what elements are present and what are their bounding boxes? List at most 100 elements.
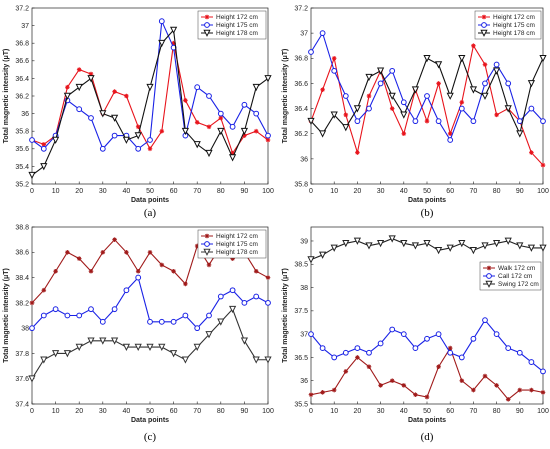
data-point [540, 162, 546, 168]
y-tick-label: 36 [300, 378, 308, 385]
legend-label: Height 175 cm [493, 22, 535, 29]
y-tick-label: 37.5 [294, 308, 308, 315]
legend-swatch-marker [485, 280, 493, 288]
legend-swatch-marker [481, 22, 487, 28]
data-point [528, 359, 535, 365]
series-2 [308, 317, 546, 375]
data-point [51, 350, 60, 358]
data-point [354, 118, 361, 125]
data-point [516, 242, 524, 250]
y-tick-label: 37.4 [15, 401, 29, 408]
data-point [482, 80, 488, 87]
data-point [181, 356, 190, 364]
data-point [111, 306, 118, 313]
x-tick-label: 90 [241, 408, 249, 415]
y-tick-label: 38.6 [15, 250, 29, 257]
plot-area [310, 226, 544, 405]
data-point [253, 110, 260, 117]
data-point [481, 92, 489, 100]
data-point [194, 84, 201, 91]
data-point [53, 268, 58, 274]
y-tick-label: 35.5 [294, 401, 308, 408]
data-point [265, 275, 271, 280]
data-point [400, 99, 407, 106]
series-2 [29, 274, 271, 332]
legend-label: Call 172 cm [498, 273, 532, 280]
data-point [76, 67, 82, 72]
legend-label: Height 178 cm [216, 30, 258, 37]
legend-swatch-marker [203, 29, 211, 37]
x-tick-label: 30 [99, 188, 107, 195]
data-point [492, 67, 501, 75]
y-tick-label: 38.8 [15, 224, 29, 231]
data-point [458, 105, 465, 112]
data-point [388, 235, 396, 243]
data-point [365, 73, 373, 82]
data-point [229, 123, 236, 130]
data-point [307, 256, 315, 264]
data-point [76, 256, 82, 261]
data-point [75, 343, 83, 352]
data-point [366, 364, 372, 370]
data-point [169, 350, 178, 358]
data-point [28, 171, 36, 180]
data-point [217, 110, 224, 117]
data-point [253, 293, 260, 300]
data-point [447, 345, 453, 351]
x-tick-label: 40 [123, 408, 131, 415]
x-tick-label: 80 [493, 408, 501, 415]
data-point [147, 146, 153, 152]
x-tick-label: 10 [52, 408, 60, 415]
data-point [400, 331, 407, 338]
data-point [516, 118, 523, 125]
data-point [539, 54, 547, 63]
data-point [434, 61, 443, 69]
data-point [40, 312, 47, 319]
data-point [146, 343, 154, 352]
x-tick-label: 40 [123, 188, 131, 195]
x-axis-label: Data points [131, 417, 169, 424]
data-point [242, 133, 247, 138]
data-point [469, 86, 478, 94]
data-point [493, 61, 500, 68]
data-point [40, 145, 47, 152]
data-point [158, 39, 166, 48]
chart-panel-1: 0 10 20 30 40 50 60 70 80 90 100 35.2 35.4 35.6 35.8 36… [3, 5, 274, 219]
y-tick-label: 38.5 [294, 262, 308, 269]
data-point [528, 105, 535, 112]
panel-caption: (d) [421, 431, 434, 443]
data-point [471, 387, 476, 393]
data-point [193, 343, 201, 352]
data-point [205, 149, 213, 158]
data-point [63, 92, 72, 100]
x-tick-label: 30 [99, 408, 107, 415]
y-tick-label: 38 [21, 326, 29, 333]
x-axis-label: Data points [408, 417, 446, 424]
data-point [99, 145, 106, 152]
data-point [376, 67, 385, 75]
x-tick-label: 40 [400, 408, 408, 415]
data-point [331, 67, 338, 74]
data-point [458, 240, 466, 248]
x-tick-label: 70 [470, 188, 478, 195]
legend-swatch-marker [204, 22, 210, 28]
data-point [458, 54, 466, 63]
legend-label: Height 172 cm [216, 14, 258, 21]
data-point [447, 131, 453, 137]
data-point [182, 312, 189, 319]
data-point [446, 244, 454, 252]
data-point [159, 262, 165, 268]
data-point [481, 242, 489, 250]
data-point [217, 318, 225, 326]
data-point [389, 106, 395, 111]
data-point [353, 105, 362, 113]
data-point [400, 111, 408, 119]
data-point [205, 331, 213, 339]
data-point [265, 132, 271, 139]
data-point [194, 120, 200, 125]
data-point [413, 392, 418, 397]
data-point [230, 256, 235, 261]
data-point [110, 337, 119, 345]
data-point [76, 106, 83, 113]
